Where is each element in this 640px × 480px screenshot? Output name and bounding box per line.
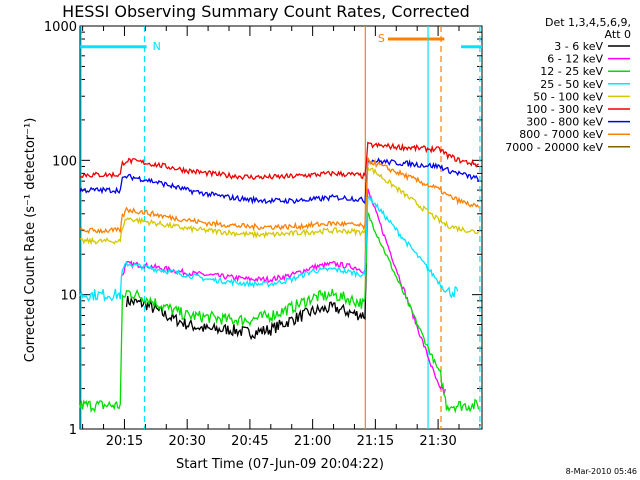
legend-header-line2: Att 0 — [605, 28, 631, 41]
x-tick-label: 21:00 — [294, 434, 331, 449]
x-axis: 20:15 20:30 20:45 21:00 21:15 21:30 — [82, 26, 481, 449]
series-line-3 — [79, 195, 459, 303]
legend-entry-label: 7000 - 20000 keV — [505, 141, 603, 154]
night-marker-label: N — [153, 40, 161, 53]
series-line-2 — [79, 210, 480, 414]
chart-title: HESSI Observing Summary Count Rates, Cor… — [62, 2, 470, 21]
legend-entry-label: 100 - 300 keV — [526, 103, 603, 116]
y-tick-label: 1000 — [44, 20, 77, 35]
series — [79, 141, 480, 414]
series-line-4 — [80, 167, 480, 246]
series-line-7 — [79, 157, 480, 235]
legend-header-line1: Det 1,3,4,5,6,9, — [545, 16, 631, 29]
legend-entry-label: 800 - 7000 keV — [519, 128, 603, 141]
plot-frame — [79, 25, 483, 430]
x-tick-label: 21:15 — [357, 434, 394, 449]
series-line-5 — [80, 141, 479, 181]
footer-timestamp: 8-Mar-2010 05:46 — [566, 467, 637, 476]
legend-entry-label: 6 - 12 keV — [547, 53, 603, 66]
y-axis: 1 10 100 1000 — [44, 20, 482, 438]
legend-entry-label: 12 - 25 keV — [540, 65, 603, 78]
x-tick-label: 20:30 — [168, 434, 205, 449]
y-axis-label: Corrected Count Rate (s⁻¹ detector⁻¹) — [23, 118, 38, 363]
legend-entry-label: 25 - 50 keV — [540, 78, 603, 91]
plot-border — [79, 25, 483, 430]
series-line-0 — [125, 262, 368, 341]
y-tick-label: 100 — [52, 154, 77, 169]
y-tick-label: 10 — [60, 289, 77, 304]
x-tick-label: 20:45 — [231, 434, 268, 449]
series-line-6 — [79, 157, 480, 205]
legend-entry-label: 50 - 100 keV — [533, 90, 603, 103]
saa-marker-label: S — [378, 32, 385, 45]
y-tick-label: 1 — [69, 423, 77, 438]
legend-entry-label: 300 - 800 keV — [526, 116, 603, 129]
x-tick-label: 21:30 — [419, 434, 456, 449]
x-tick-label: 20:15 — [106, 434, 143, 449]
x-axis-label: Start Time (07-Jun-09 20:04:22) — [176, 457, 384, 472]
legend-entry-label: 3 - 6 keV — [554, 40, 603, 53]
